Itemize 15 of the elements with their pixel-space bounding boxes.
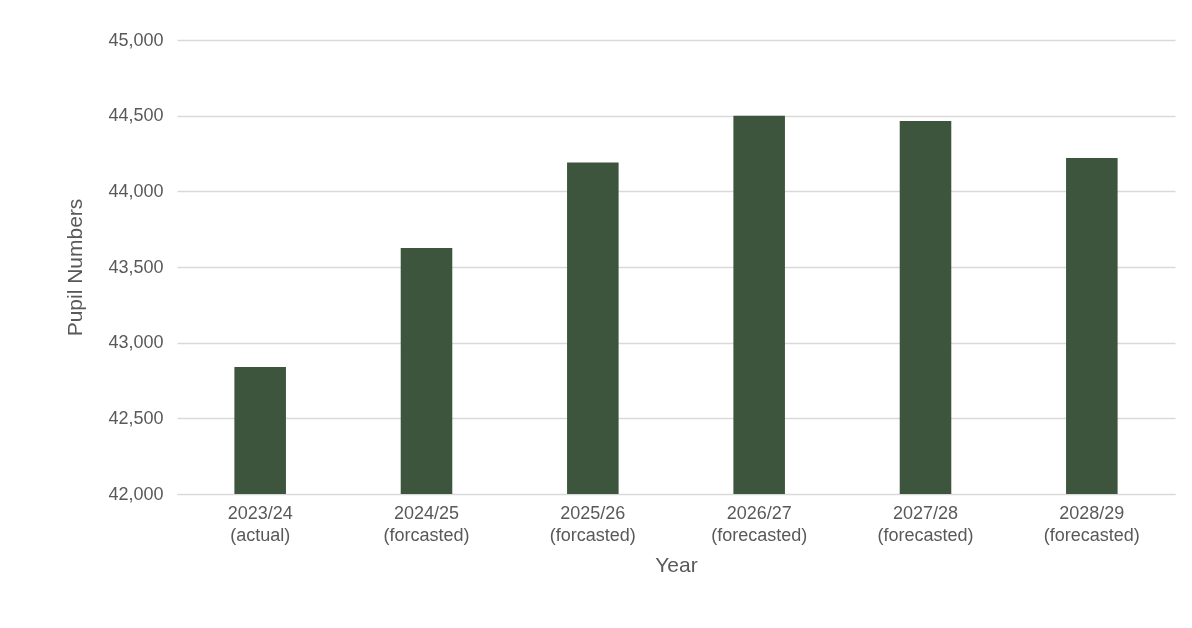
- y-axis-title: Pupil Numbers: [63, 198, 87, 337]
- x-tick-label: 2027/28 (forecasted): [877, 502, 974, 545]
- y-tick-label: 44,500: [108, 105, 164, 126]
- y-tick-label: 43,000: [108, 332, 164, 353]
- x-tick-label: 2024/25 (forcasted): [383, 502, 470, 545]
- x-tick-label: 2023/24 (actual): [227, 502, 293, 545]
- x-axis-title: Year: [655, 552, 698, 576]
- x-tick-label: 2026/27 (forecasted): [711, 502, 808, 545]
- y-tick-label: 44,000: [108, 180, 164, 201]
- y-tick-label: 45,000: [108, 29, 164, 50]
- x-tick-label: 2025/26 (forcasted): [549, 502, 636, 545]
- y-tick-label: 42,500: [108, 407, 164, 428]
- x-tick-label: 2028/29 (forecasted): [1043, 502, 1140, 545]
- y-tick-label: 42,000: [108, 483, 164, 504]
- y-tick-label: 43,500: [108, 256, 164, 277]
